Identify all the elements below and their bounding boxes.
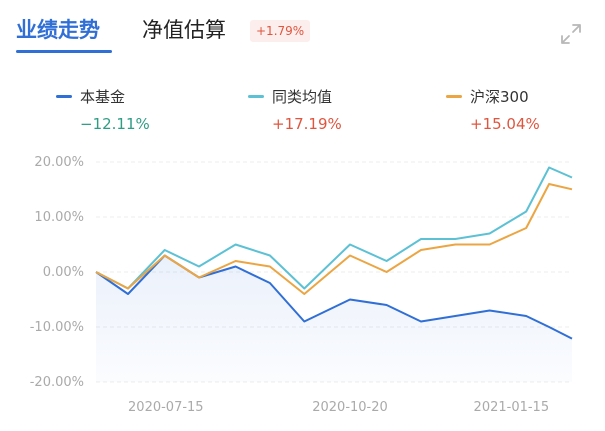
legend-label-csi300: 沪深300 — [470, 88, 529, 106]
estimate-change-badge: +1.79% — [250, 20, 311, 42]
legend-item-fund[interactable]: 本基金 −12.11% — [56, 86, 150, 133]
y-tick-label: 10.00% — [34, 210, 84, 225]
tab-nav-estimate[interactable]: 净值估算 — [142, 18, 226, 42]
y-tick-label: 0.00% — [43, 265, 84, 280]
legend-label-fund: 本基金 — [80, 88, 126, 106]
x-tick-label: 2020-10-20 — [312, 400, 388, 415]
series-line — [95, 183, 573, 295]
legend-swatch-peer-average — [248, 95, 264, 98]
tab-bar: 业绩走势 净值估算 — [16, 16, 256, 52]
legend-swatch-fund — [56, 95, 72, 98]
performance-chart[interactable]: 20.00% 10.00% 0.00% -10.00% -20.00% 2020-07-… — [0, 140, 605, 425]
series-area-fund — [96, 255, 572, 382]
legend-item-csi300[interactable]: 沪深300 +15.04% — [446, 86, 540, 133]
y-tick-label: -20.00% — [30, 375, 84, 390]
y-tick-label: -10.00% — [30, 320, 84, 335]
y-tick-label: 20.00% — [34, 155, 84, 170]
series-line — [95, 166, 573, 290]
tab-performance[interactable]: 业绩走势 — [16, 16, 112, 53]
legend-item-peer-average[interactable]: 同类均值 +17.19% — [248, 86, 342, 133]
x-tick-label: 2020-07-15 — [128, 400, 204, 415]
legend-label-peer-average: 同类均值 — [272, 88, 333, 106]
legend-swatch-csi300 — [446, 95, 462, 98]
expand-icon[interactable] — [559, 22, 583, 46]
legend-value-csi300: +15.04% — [470, 115, 540, 133]
legend-value-peer-average: +17.19% — [272, 115, 342, 133]
x-tick-label: 2021-01-15 — [474, 400, 550, 415]
legend-value-fund: −12.11% — [80, 115, 150, 133]
